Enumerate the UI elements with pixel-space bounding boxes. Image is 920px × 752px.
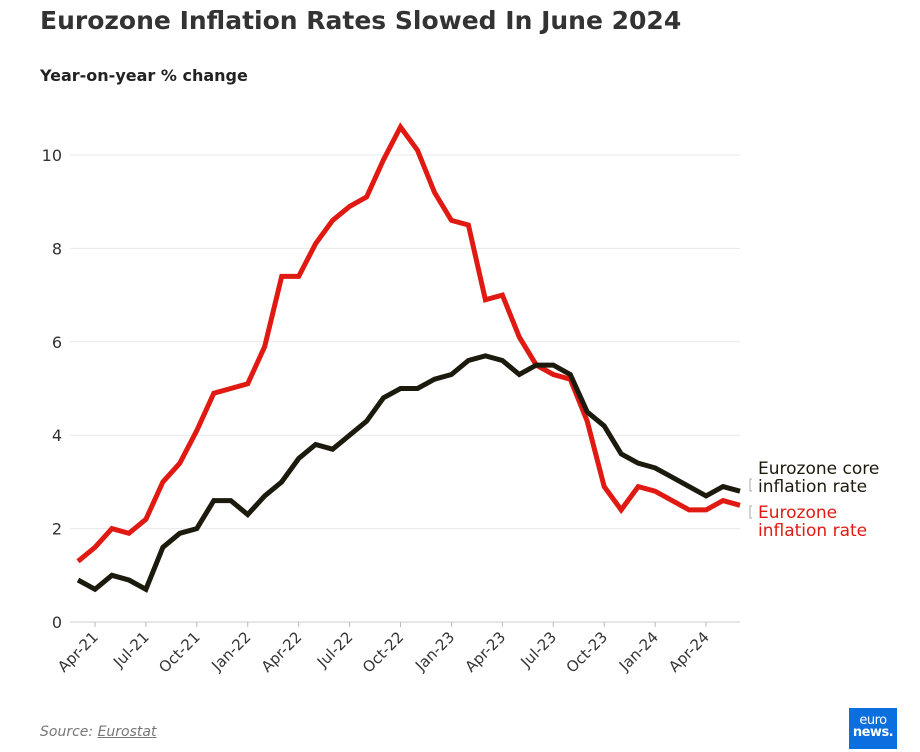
legend-headline-bracket	[749, 505, 752, 519]
x-tick-label: Oct-22	[359, 628, 407, 676]
legend-core-bracket	[749, 478, 752, 492]
x-tick-label: Jan-22	[207, 628, 254, 675]
x-tick-label: Jul-23	[517, 628, 561, 672]
legend-core-line1: Eurozone core	[758, 459, 879, 479]
x-tick-label: Oct-21	[155, 628, 203, 676]
logo-line1: euro	[859, 713, 887, 728]
legend-headline-line1: Eurozone	[758, 503, 837, 523]
chart-title: Eurozone Inflation Rates Slowed In June …	[40, 6, 682, 35]
x-tick-label: Oct-23	[563, 628, 611, 676]
logo-line2: news.	[852, 725, 894, 740]
x-tick-label: Jan-24	[615, 628, 662, 675]
legend-headline-line2: inflation rate	[758, 521, 867, 541]
y-tick-label: 10	[42, 146, 62, 165]
x-tick-label: Jan-23	[411, 628, 458, 675]
source-link[interactable]: Eurostat	[97, 724, 157, 740]
y-tick-label: 2	[52, 520, 62, 539]
x-tick-label: Apr-24	[665, 628, 713, 676]
x-tick-label: Apr-23	[461, 628, 509, 676]
source-prefix: Source:	[40, 724, 98, 740]
y-tick-label: 8	[52, 239, 62, 258]
y-tick-label: 0	[52, 613, 62, 632]
x-tick-label: Jul-22	[313, 628, 357, 672]
y-tick-label: 6	[52, 333, 62, 352]
core-inflation-line	[76, 353, 741, 593]
x-tick-label: Apr-22	[258, 628, 306, 676]
chart-subtitle: Year-on-year % change	[40, 66, 248, 85]
x-tick-label: Jul-21	[109, 628, 153, 672]
x-tick-label: Apr-21	[54, 628, 102, 676]
y-tick-label: 4	[52, 426, 62, 445]
legend-core-line2: inflation rate	[758, 477, 867, 497]
euronews-logo: euro news.	[849, 708, 897, 749]
source-note: Source: Eurostat	[40, 724, 156, 740]
headline-inflation-line	[76, 122, 741, 564]
